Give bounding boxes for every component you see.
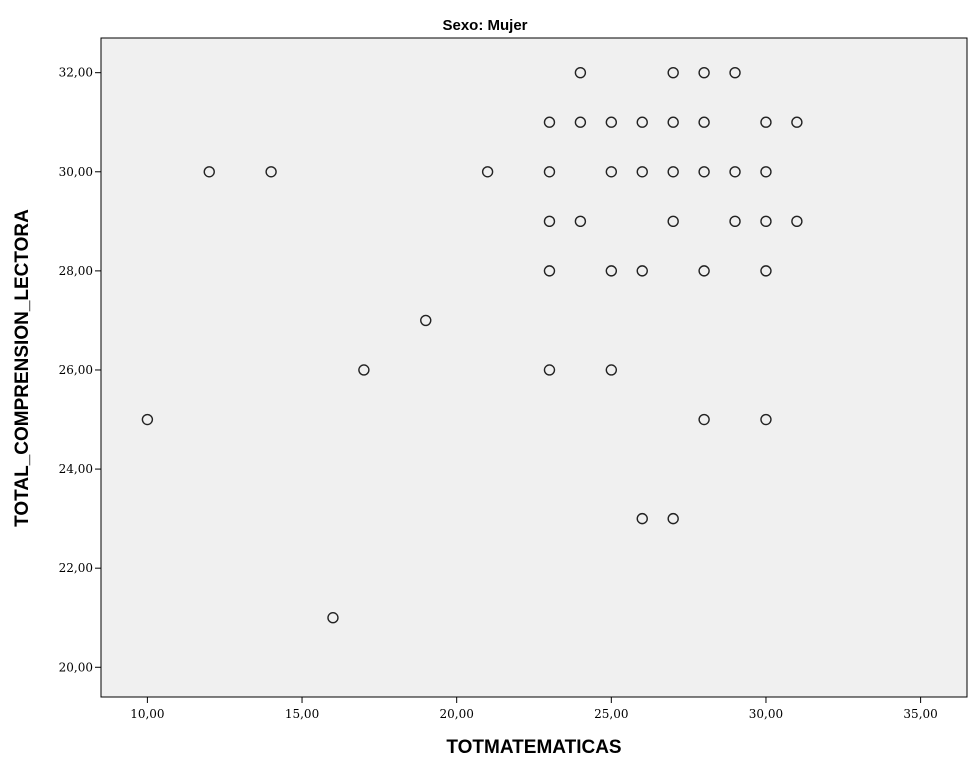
data-point	[667, 215, 679, 228]
data-point	[265, 166, 277, 178]
y-tick-label: 22,00	[59, 561, 93, 575]
data-point	[698, 265, 710, 277]
data-point	[543, 364, 556, 376]
data-point	[605, 166, 618, 178]
y-tick-label: 26,00	[59, 363, 93, 377]
data-point	[636, 116, 648, 128]
data-point	[760, 215, 772, 228]
x-tick-label: 30,00	[749, 707, 783, 721]
data-point	[760, 413, 772, 426]
data-point	[667, 166, 679, 178]
data-point	[543, 265, 556, 277]
data-point	[203, 166, 215, 178]
x-tick-label: 25,00	[594, 707, 628, 721]
y-tick-label: 24,00	[59, 462, 93, 476]
chart-title: Sexo: Mujer	[442, 17, 527, 34]
y-tick-label: 28,00	[59, 264, 93, 278]
data-point	[141, 413, 154, 426]
data-point	[667, 66, 679, 79]
y-axis: 20,00 22,00 24,00 26,00 28,00 30,00 32,00	[59, 66, 101, 674]
data-point	[543, 116, 556, 128]
data-point	[358, 364, 370, 376]
x-tick-label: 20,00	[439, 707, 473, 721]
data-point	[698, 166, 710, 178]
data-point	[760, 265, 772, 277]
plot-area	[100, 37, 968, 698]
data-point	[667, 116, 679, 128]
x-axis: 10,00 15,00 20,00 25,00 30,00 35,00	[130, 697, 938, 721]
x-tick-label: 35,00	[903, 707, 937, 721]
data-point	[605, 265, 618, 277]
data-point	[698, 116, 710, 128]
data-point	[543, 166, 556, 178]
x-tick-label: 15,00	[285, 707, 319, 721]
data-point	[760, 166, 772, 178]
data-point	[698, 66, 710, 79]
x-axis-label: TOTMATEMATICAS	[446, 737, 621, 758]
data-point	[698, 413, 710, 426]
data-point	[481, 166, 494, 178]
y-tick-label: 30,00	[59, 165, 93, 179]
data-point	[574, 116, 587, 128]
data-point	[636, 512, 648, 525]
data-points	[141, 66, 803, 624]
data-point	[667, 512, 679, 525]
data-point	[791, 215, 803, 228]
x-tick-label: 10,00	[130, 707, 164, 721]
data-point	[729, 215, 741, 228]
data-point	[605, 364, 618, 376]
data-point	[729, 166, 741, 178]
data-point	[327, 612, 339, 624]
y-tick-label: 32,00	[59, 66, 93, 80]
data-point	[574, 215, 587, 228]
data-point	[420, 314, 432, 327]
data-point	[729, 66, 741, 79]
data-point	[760, 116, 772, 128]
y-tick-label: 20,00	[59, 660, 93, 674]
data-point	[791, 116, 803, 128]
data-point	[636, 166, 648, 178]
data-point	[636, 265, 648, 277]
data-point	[605, 116, 618, 128]
data-point	[543, 215, 556, 228]
data-point	[574, 66, 587, 79]
y-axis-label: TOTAL_COMPRENSION_LECTORA	[12, 209, 33, 527]
